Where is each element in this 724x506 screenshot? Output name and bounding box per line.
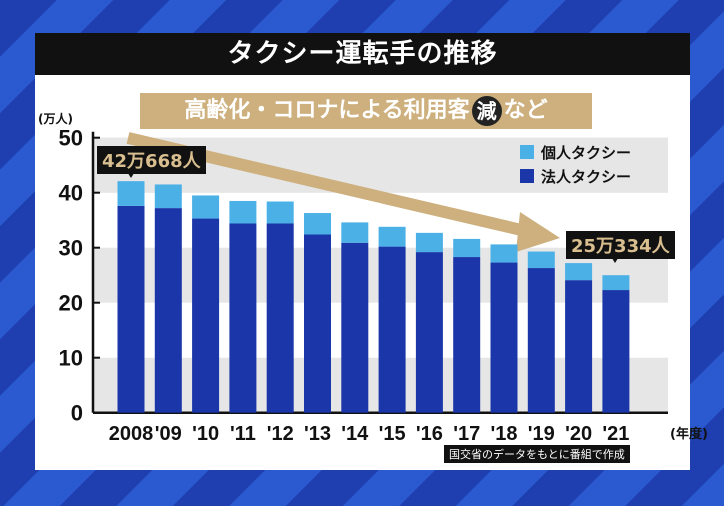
x-tick-label: '15 [379, 423, 406, 445]
source-note: 国交省のデータをもとに番組で作成 [444, 445, 630, 463]
trend-arrow-head [516, 212, 560, 252]
subtitle-banner: 高齢化・コロナによる利用客減など [140, 93, 592, 129]
legend-swatch [520, 169, 534, 183]
bar-personal-'21 [602, 275, 630, 291]
x-tick-label: '11 [230, 423, 256, 445]
y-axis-unit: (万人) [38, 112, 73, 126]
bar-personal-'14 [341, 222, 369, 243]
bar-personal-'10 [192, 195, 220, 219]
legend: 個人タクシー 法人タクシー [520, 140, 631, 188]
x-tick-label: '13 [304, 423, 331, 445]
subtitle-suffix: など [503, 98, 548, 123]
bar-corporate-'20 [565, 280, 593, 413]
bar-personal-'17 [453, 238, 481, 258]
legend-swatch [520, 145, 534, 159]
x-tick-label: '14 [341, 423, 369, 445]
x-tick-label: '09 [155, 423, 182, 445]
y-tick-label: 30 [59, 236, 83, 261]
x-tick-label: '16 [416, 423, 443, 445]
bar-personal-'18 [490, 244, 518, 263]
bar-corporate-'17 [453, 257, 481, 413]
bar-personal-'16 [415, 232, 443, 253]
subtitle-text: 高齢化・コロナによる利用客 [184, 98, 470, 123]
bar-corporate-'14 [341, 242, 369, 413]
y-tick-label: 40 [59, 181, 83, 206]
bar-corporate-'18 [490, 262, 518, 413]
legend-label: 法人タクシー [541, 167, 632, 186]
x-tick-label: '10 [192, 423, 219, 445]
x-tick-label: '21 [602, 423, 629, 445]
bar-personal-'13 [304, 213, 331, 235]
bar-corporate-2008 [117, 205, 145, 413]
legend-label: 個人タクシー [541, 143, 632, 162]
y-tick-label: 10 [59, 346, 83, 371]
bar-personal-'19 [527, 251, 555, 269]
bar-personal-'20 [565, 263, 593, 281]
legend-item-personal: 個人タクシー [520, 140, 631, 164]
bar-corporate-'16 [415, 252, 443, 413]
subtitle-circled-char: 減 [471, 96, 502, 126]
bar-personal-'12 [266, 201, 294, 224]
legend-item-corporate: 法人タクシー [520, 164, 631, 188]
bar-corporate-'13 [304, 234, 331, 413]
y-tick-label: 0 [71, 401, 83, 426]
bar-corporate-'11 [229, 223, 257, 413]
callout-2008: 42万668人 [97, 146, 206, 174]
bar-corporate-'21 [602, 290, 630, 413]
bar-personal-'09 [154, 184, 182, 209]
bar-corporate-'09 [154, 208, 182, 413]
page-title: タクシー運転手の推移 [35, 33, 690, 75]
x-tick-label: '19 [528, 423, 555, 445]
bar-personal-'15 [378, 226, 406, 247]
x-axis-unit: (年度) [670, 426, 708, 442]
bar-personal-2008 [117, 181, 145, 206]
x-tick-label: '18 [490, 423, 517, 445]
bar-personal-'11 [229, 200, 257, 224]
callout-2021: 25万334人 [566, 231, 675, 259]
bar-corporate-'15 [378, 246, 406, 413]
x-tick-label: '12 [267, 423, 294, 445]
bar-corporate-'19 [527, 268, 555, 413]
x-tick-label: '17 [453, 423, 480, 445]
x-tick-label: '20 [565, 423, 592, 445]
y-tick-label: 50 [59, 126, 83, 151]
x-tick-label: 2008 [109, 423, 154, 445]
bar-corporate-'12 [266, 223, 294, 413]
bar-corporate-'10 [192, 218, 220, 413]
y-tick-label: 20 [59, 291, 83, 316]
